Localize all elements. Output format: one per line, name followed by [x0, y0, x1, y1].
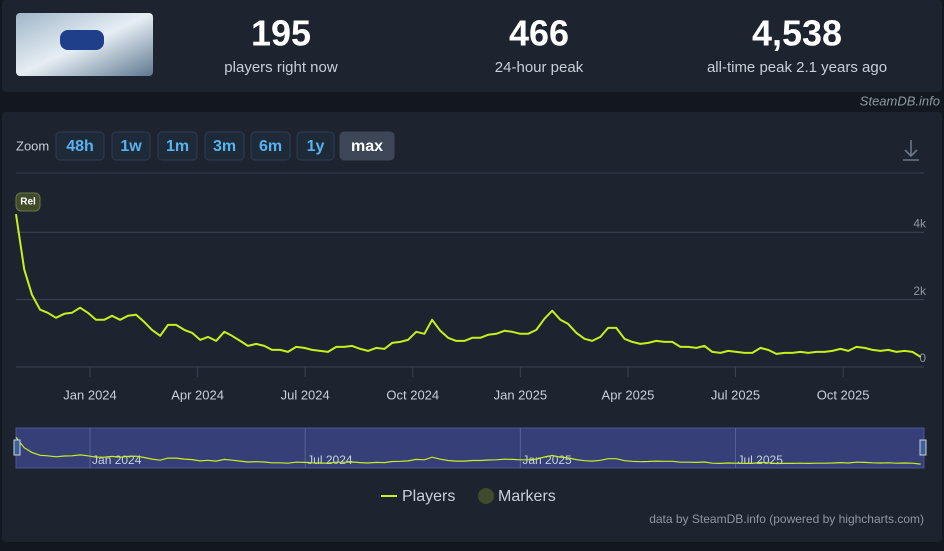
zoom-button-label[interactable]: 1y [307, 138, 325, 155]
zoom-button-label[interactable]: 3m [213, 138, 236, 155]
zoom-button[interactable] [157, 131, 198, 161]
y-tick-label: 2k [913, 284, 927, 298]
marker [15, 192, 41, 212]
navigator-handle[interactable] [13, 439, 21, 456]
credits[interactable]: data by SteamDB.info (powered by highcha… [649, 512, 924, 526]
x-tick-label: Jul 2024 [281, 387, 330, 402]
navigator-handle[interactable] [919, 439, 927, 456]
stat-value: 195 [251, 13, 311, 54]
marker-label: Rel [20, 197, 36, 208]
zoom-button-label[interactable]: 48h [66, 138, 94, 155]
stat-label: players right now [224, 59, 338, 76]
chart-panel [2, 112, 942, 542]
zoom-button[interactable] [204, 131, 245, 161]
x-tick-label: Apr 2025 [602, 387, 655, 402]
download-icon[interactable] [903, 140, 919, 161]
x-tick-label: Oct 2025 [817, 387, 870, 402]
zoom-button[interactable] [111, 131, 151, 161]
x-tick-label: Apr 2024 [171, 387, 224, 402]
zoom-label: Zoom [16, 138, 49, 153]
y-tick-label: 4k [913, 216, 927, 230]
x-tick-label: Jan 2024 [63, 387, 117, 402]
navigator[interactable] [15, 427, 925, 469]
x-tick-label: Jul 2025 [711, 387, 760, 402]
stats-panel [2, 0, 942, 92]
navigator-line [15, 436, 921, 465]
legend-label[interactable]: Markers [498, 488, 556, 505]
zoom-button[interactable] [55, 131, 105, 161]
stat-value: 4,538 [752, 13, 842, 54]
zoom-button-label[interactable]: 1w [120, 138, 142, 155]
zoom-button-label[interactable]: 6m [259, 138, 282, 155]
zoom-button-label[interactable]: 1m [166, 138, 189, 155]
navigator-label: Jul 2025 [738, 453, 784, 467]
legend-marker[interactable] [478, 488, 494, 504]
zoom-button[interactable] [250, 131, 291, 161]
series-line [15, 213, 922, 358]
zoom-button[interactable] [296, 131, 335, 161]
y-tick-label: 0 [919, 351, 926, 365]
navigator-label: Jan 2024 [92, 453, 142, 467]
x-tick-label: Jan 2025 [494, 387, 548, 402]
x-tick-label: Oct 2024 [386, 387, 439, 402]
zoom-button-label[interactable]: max [351, 138, 383, 155]
navigator-label: Jul 2024 [307, 453, 353, 467]
legend-label[interactable]: Players [402, 488, 455, 505]
watermark: SteamDB.info [860, 93, 940, 108]
stat-value: 466 [509, 13, 569, 54]
stat-label: all-time peak 2.1 years ago [707, 59, 887, 76]
stat-label: 24-hour peak [495, 59, 584, 76]
image-car [60, 30, 104, 50]
zoom-button[interactable] [339, 131, 395, 161]
